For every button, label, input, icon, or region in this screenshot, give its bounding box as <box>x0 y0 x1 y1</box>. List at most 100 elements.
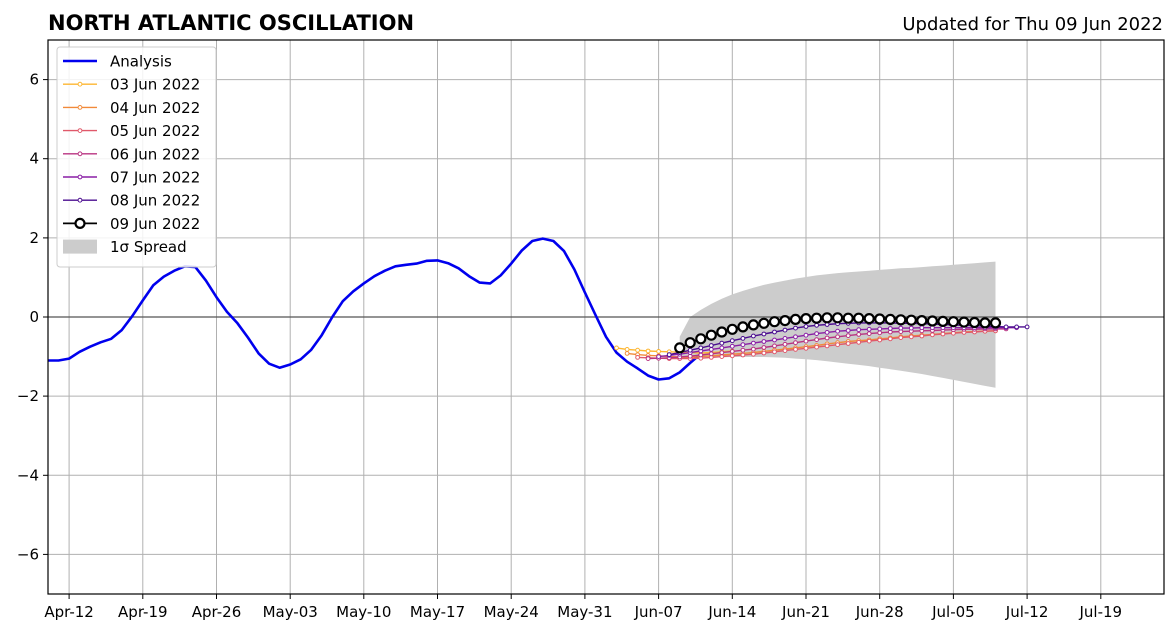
forecast-point <box>866 331 872 337</box>
tick-layer: Apr-12 Apr-19 Apr-26 May-03 May-10 May-17 May-… <box>17 71 1122 621</box>
legend-box <box>56 46 217 268</box>
forecast-point <box>726 323 738 335</box>
y-tick-label: 4 <box>29 150 39 168</box>
legend-label: 07 Jun 2022 <box>110 169 200 187</box>
forecast-point <box>737 321 749 333</box>
x-tick-label: Apr-12 <box>44 603 94 621</box>
forecast-point <box>656 354 661 360</box>
forecast-point <box>719 345 725 351</box>
forecast-point <box>877 337 883 343</box>
forecast-point <box>908 325 914 331</box>
forecast-point <box>814 331 819 337</box>
legend-label: 04 Jun 2022 <box>110 99 200 117</box>
forecast-point <box>793 334 798 340</box>
x-tick-label: May-03 <box>263 603 318 621</box>
forecast-point <box>768 316 781 328</box>
forecast-point <box>866 338 872 344</box>
forecast-point <box>803 332 809 338</box>
forecast-point <box>814 337 819 343</box>
forecast-point <box>772 343 777 349</box>
legend-label: 06 Jun 2022 <box>110 145 200 163</box>
forecast-point <box>729 343 735 349</box>
x-tick-label: May-24 <box>484 603 539 621</box>
forecast-point <box>919 325 925 331</box>
forecast-point <box>789 313 802 325</box>
forecast-point <box>845 333 851 339</box>
forecast-point <box>782 348 788 354</box>
forecast-point <box>772 337 777 343</box>
forecast-point <box>747 319 760 331</box>
forecast-point <box>930 332 935 338</box>
forecast-point <box>782 336 788 341</box>
x-tick-label: Jul-12 <box>1005 603 1049 621</box>
x-tick-label: May-10 <box>336 603 391 621</box>
forecast-point <box>793 325 798 331</box>
legend-marker <box>77 151 83 157</box>
forecast-point <box>687 347 693 353</box>
x-tick-label: May-17 <box>410 603 465 621</box>
forecast-point <box>898 335 904 341</box>
forecast-point <box>887 336 893 342</box>
x-tick-label: Jun-07 <box>634 603 683 621</box>
forecast-point <box>845 341 851 346</box>
forecast-point <box>666 352 672 358</box>
forecast-point <box>856 339 862 345</box>
x-tick-label: May-31 <box>557 603 612 621</box>
forecast-point <box>708 351 714 357</box>
forecast-point <box>866 326 872 332</box>
forecast-point <box>940 331 946 337</box>
forecast-point <box>656 349 661 354</box>
x-tick-label: Jul-19 <box>1078 603 1122 621</box>
forecast-point <box>835 342 840 348</box>
forecast-point <box>1014 324 1019 330</box>
forecast-point <box>926 315 939 327</box>
forecast-point <box>740 336 746 341</box>
forecast-point <box>845 328 851 333</box>
forecast-point <box>835 334 840 340</box>
forecast-point <box>989 317 1002 329</box>
x-tick-label: Apr-26 <box>192 603 242 621</box>
forecast-point <box>729 353 735 359</box>
y-tick-label: −2 <box>17 387 39 405</box>
forecast-point <box>761 345 767 350</box>
legend: Analysis 03 Jun 2022 04 Jun 2022 05 Jun 202… <box>56 46 217 268</box>
forecast-point <box>782 341 788 347</box>
forecast-point <box>919 333 925 339</box>
forecast-point <box>937 315 949 327</box>
forecast-point <box>842 312 854 324</box>
x-tick-label: Jun-21 <box>781 603 830 621</box>
forecast-point <box>905 314 917 326</box>
forecast-point <box>793 340 798 346</box>
forecast-point <box>1024 324 1030 330</box>
forecast-point <box>645 348 651 354</box>
y-tick-label: 2 <box>29 229 39 247</box>
forecast-point <box>729 349 735 354</box>
x-tick-label: Jun-14 <box>707 603 756 621</box>
forecast-point <box>740 352 746 358</box>
forecast-point <box>698 352 704 358</box>
forecast-point <box>761 350 767 356</box>
series-layer <box>48 237 1030 381</box>
forecast-point <box>824 335 830 341</box>
forecast-point <box>751 333 756 339</box>
forecast-point <box>624 347 630 352</box>
forecast-point <box>1003 324 1009 330</box>
forecast-point <box>782 327 788 333</box>
forecast-point <box>835 328 840 334</box>
legend-label: 03 Jun 2022 <box>110 76 200 94</box>
legend-label: 1σ Spread <box>110 238 187 256</box>
forecast-point <box>824 330 830 335</box>
forecast-point <box>793 347 798 352</box>
legend-marker <box>77 174 83 180</box>
forecast-point <box>800 313 812 325</box>
forecast-point <box>821 312 833 324</box>
y-tick-label: 0 <box>29 308 39 326</box>
forecast-point <box>814 322 819 328</box>
y-tick-label: −6 <box>17 545 39 563</box>
x-tick-label: Jul-05 <box>931 603 975 621</box>
forecast-point <box>853 312 865 324</box>
forecast-point <box>751 340 756 346</box>
legend-marker <box>74 217 86 229</box>
forecast-point <box>761 339 767 344</box>
